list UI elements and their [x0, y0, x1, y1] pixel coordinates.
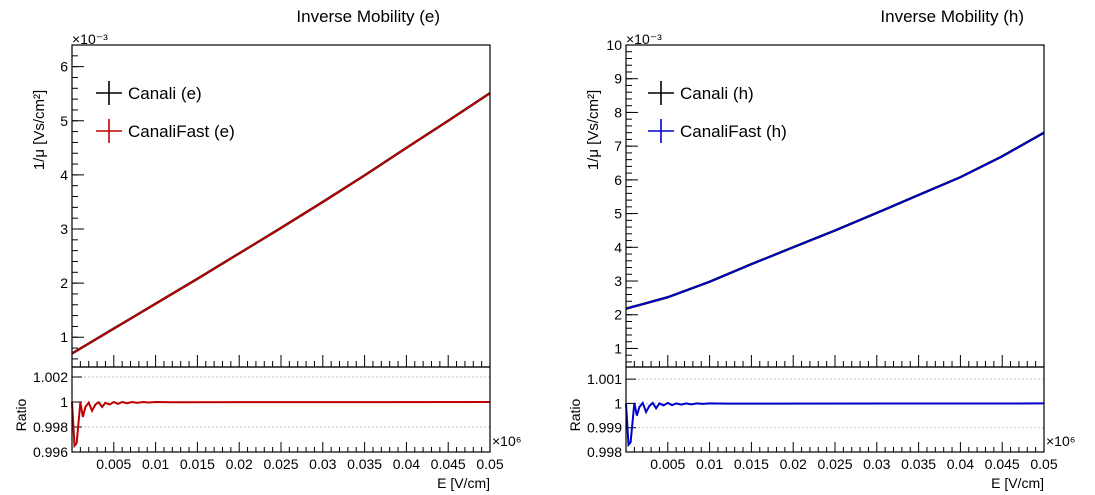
y-tick-label: 3: [614, 273, 622, 289]
x-tick-label: 0.02: [226, 456, 253, 472]
x-exponent-label: ×10⁶: [1046, 433, 1076, 449]
x-tick-label: 0.025: [263, 456, 298, 472]
x-tick-label: 0.035: [347, 456, 382, 472]
ratio-line: [71, 400, 491, 449]
x-tick-label: 0.045: [431, 456, 466, 472]
y-tick-label: 6: [60, 59, 68, 75]
y-exponent-label: ×10⁻³: [626, 31, 662, 47]
x-tick-label: 0.015: [734, 456, 769, 472]
y-axis-label: 1/μ [Vs/cm²]: [31, 90, 48, 170]
ratio-y-tick-label: 0.998: [33, 419, 68, 435]
ratio-axis-label: Ratio: [13, 398, 29, 431]
x-tick-label: 0.03: [309, 456, 336, 472]
y-tick-label: 10: [606, 37, 622, 53]
x-tick-label: 0.005: [96, 456, 131, 472]
legend: Canali (h) CanaliFast (h): [648, 81, 787, 143]
ratio-y-tick-label: 1.002: [33, 369, 68, 385]
ratio-axis-label: Ratio: [567, 398, 583, 431]
x-axis-label: E [V/cm]: [991, 475, 1044, 491]
legend-entry-canali: Canali (h): [648, 81, 754, 105]
legend-entry-canalifast: CanaliFast (h): [648, 119, 787, 143]
series-line-canalifast: [625, 131, 1045, 310]
x-axis-label: E [V/cm]: [437, 475, 490, 491]
panel-electron: Inverse Mobility (e) ×10⁻³ 1/μ [Vs/cm²] …: [13, 7, 522, 491]
legend-label: Canali (h): [680, 84, 754, 103]
series-line-canalifast: [71, 92, 491, 355]
y-tick-label: 9: [614, 71, 622, 87]
y-tick-label: 6: [614, 172, 622, 188]
x-tick-label: 0.035: [901, 456, 936, 472]
legend-entry-canalifast: CanaliFast (e): [96, 119, 235, 143]
x-tick-label: 0.02: [780, 456, 807, 472]
legend: Canali (e) CanaliFast (e): [96, 81, 235, 143]
x-tick-label: 0.015: [180, 456, 215, 472]
y-tick-label: 5: [60, 113, 68, 129]
x-tick-label: 0.005: [650, 456, 685, 472]
y-tick-label: 1: [614, 340, 622, 356]
x-tick-label: 0.04: [393, 456, 420, 472]
x-tick-label: 0.03: [863, 456, 890, 472]
chart-title: Inverse Mobility (h): [880, 7, 1024, 26]
ratio-y-tick-label: 1: [614, 395, 622, 411]
legend-label: Canali (e): [128, 84, 202, 103]
y-tick-label: 5: [614, 206, 622, 222]
ratio-plot-frame: [71, 366, 491, 453]
x-tick-label: 0.05: [1030, 456, 1057, 472]
ratio-y-tick-label: 0.998: [587, 444, 622, 460]
x-tick-label: 0.05: [476, 456, 503, 472]
legend-entry-canali: Canali (e): [96, 81, 202, 105]
y-tick-label: 7: [614, 138, 622, 154]
y-tick-label: 1: [60, 329, 68, 345]
x-exponent-label: ×10⁶: [492, 433, 522, 449]
ratio-y-tick-label: 0.996: [33, 444, 68, 460]
ratio-y-tick-label: 1: [60, 394, 68, 410]
y-tick-label: 4: [60, 167, 68, 183]
y-axis-label: 1/μ [Vs/cm²]: [585, 90, 602, 170]
legend-label: CanaliFast (e): [128, 122, 235, 141]
chart-title: Inverse Mobility (e): [296, 7, 440, 26]
y-tick-label: 3: [60, 221, 68, 237]
y-tick-label: 8: [614, 104, 622, 120]
y-tick-label: 4: [614, 239, 622, 255]
y-exponent-label: ×10⁻³: [72, 31, 108, 47]
y-tick-label: 2: [60, 275, 68, 291]
ratio-y-tick-label: 1.001: [587, 371, 622, 387]
x-tick-label: 0.025: [817, 456, 852, 472]
ratio-y-tick-label: 0.999: [587, 420, 622, 436]
x-tick-label: 0.01: [142, 456, 169, 472]
x-tick-label: 0.04: [947, 456, 974, 472]
ratio-line: [625, 400, 1045, 448]
legend-label: CanaliFast (h): [680, 122, 787, 141]
panel-hole: Inverse Mobility (h) ×10⁻³ 1/μ [Vs/cm²] …: [567, 7, 1076, 491]
x-tick-label: 0.01: [696, 456, 723, 472]
x-tick-label: 0.045: [985, 456, 1020, 472]
ratio-plot-frame: [625, 366, 1045, 453]
series-line-canali: [625, 131, 1045, 310]
y-tick-label: 2: [614, 307, 622, 323]
